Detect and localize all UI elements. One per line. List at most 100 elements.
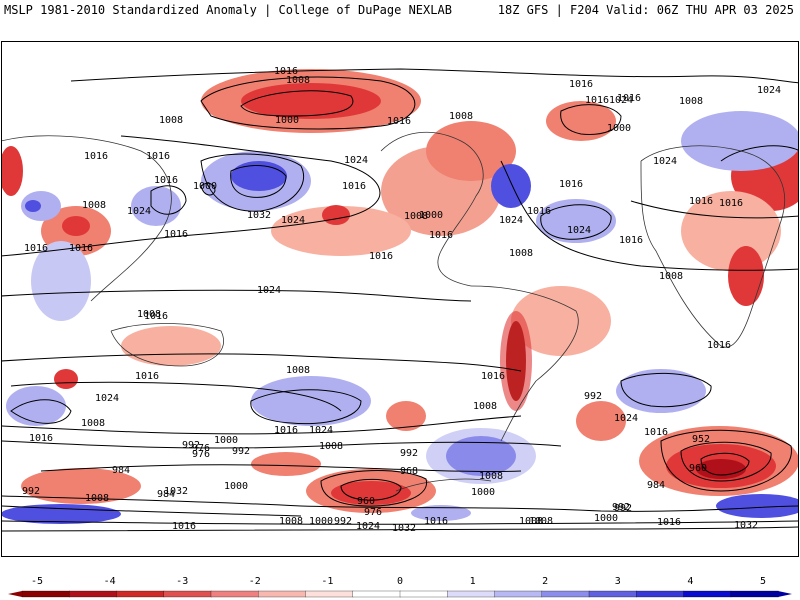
isobar-label: 992	[232, 446, 250, 457]
colorbar-tick-labels: -5 -4 -3 -2 -1 0 1 2 3 4 5	[31, 576, 766, 587]
isobar-label: 1016	[617, 93, 641, 104]
isobar-label: 1024	[757, 85, 781, 96]
isobar-label: 1016	[135, 371, 159, 382]
isobar-label: 1016	[84, 151, 108, 162]
isobar-label: 1016	[146, 151, 170, 162]
colorbar-tick: 0	[397, 576, 403, 587]
colorbar-tick: -1	[321, 576, 333, 587]
isobar-label: 952	[692, 434, 710, 445]
isobar-label: 1000	[594, 513, 618, 524]
isobar-label: 1016	[429, 230, 453, 241]
isobar-label: 1000	[607, 123, 631, 134]
isobar-label: 1024	[281, 215, 305, 226]
isobar-label: 1016	[164, 229, 188, 240]
colorbar-tick: 1	[470, 576, 476, 587]
anomaly-shading	[2, 69, 798, 524]
isobar-label: 1024	[309, 425, 333, 436]
neg-anomaly-south-america	[511, 286, 611, 356]
colorbar-swatch	[352, 590, 401, 598]
pos-anomaly-south-pacific-mid	[251, 376, 371, 426]
isobar-label: 960	[357, 496, 375, 507]
isobar-label: 1008	[529, 516, 553, 527]
isobar-label: 1000	[419, 210, 443, 221]
colorbar-swatch	[210, 590, 259, 598]
isobar-label: 1016	[69, 243, 93, 254]
colorbar-swatch	[116, 590, 165, 598]
isobar-label: 1032	[247, 210, 271, 221]
colorbar-tick: 2	[542, 576, 548, 587]
isobar-label: 1008	[81, 418, 105, 429]
colorbar-swatch	[541, 590, 590, 598]
colorbar-tick: 3	[615, 576, 621, 587]
isobar-label: 1000	[309, 516, 333, 527]
neg-anomaly-australia	[121, 326, 221, 366]
colorbar-swatch	[21, 590, 70, 598]
isobar-label: 1016	[657, 517, 681, 528]
isobar-label: 1024	[95, 393, 119, 404]
isobar-label: 1008	[679, 96, 703, 107]
south-america-coast	[470, 285, 579, 442]
isobar-label: 992	[584, 391, 602, 402]
isobar-label: 1016	[559, 179, 583, 190]
neg-anomaly-central-pacific	[271, 206, 411, 256]
colorbar-tick: -4	[104, 576, 116, 587]
isobar-label: 1008	[404, 211, 428, 222]
colorbar-tick: 4	[687, 576, 693, 587]
isobar-label: 1016	[274, 425, 298, 436]
isobar-label: 992	[22, 486, 40, 497]
isobar-label: 1016	[689, 196, 713, 207]
isobar-label: 1016	[481, 371, 505, 382]
asia-coast	[2, 135, 172, 302]
neg-anomaly-arabia	[681, 191, 781, 271]
colorbar-swatch	[588, 590, 637, 598]
isobar-label: 1008	[519, 516, 543, 527]
colorbar-right-arrow	[778, 591, 792, 597]
isobar-label: 976	[192, 443, 210, 454]
isobar-label: 976	[192, 449, 210, 460]
isobar-label: 976	[364, 507, 382, 518]
pos-anomaly-south-atlantic	[616, 369, 706, 413]
colorbar-tick: -3	[176, 576, 188, 587]
isobar-label: 1008	[659, 271, 683, 282]
isobar-label: 1016	[644, 427, 668, 438]
isobar-label: 1008	[137, 309, 161, 320]
isobar-label: 1016	[29, 433, 53, 444]
isobar-label: 992	[334, 516, 352, 527]
isobar-label: 1024	[609, 95, 633, 106]
isobar-label: 1000	[214, 435, 238, 446]
colorbar-swatch	[636, 590, 685, 598]
isobar-label: 1016	[619, 235, 643, 246]
isobar-label: 1008	[286, 365, 310, 376]
isobar-label: 1000	[193, 181, 217, 192]
antarctic-hint	[395, 478, 492, 492]
isobar-label: 1024	[344, 155, 368, 166]
isobar-label: 1008	[159, 115, 183, 126]
isobar-label: 1008	[279, 516, 303, 527]
isobar-label: 1000	[275, 115, 299, 126]
isobar-label: 1016	[172, 521, 196, 532]
colorbar-tick: 5	[760, 576, 766, 587]
anomaly-colorbar: -5 -4 -3 -2 -1 0 1 2 3 4 5	[8, 576, 792, 598]
isobar-label: 1016	[527, 206, 551, 217]
neg-anomaly-west-edge	[2, 146, 23, 196]
isobar-label: 1008	[85, 493, 109, 504]
isobar-label: 984	[112, 465, 130, 476]
isobar-label: 1024	[499, 215, 523, 226]
isobar-label: 1032	[392, 523, 416, 534]
colorbar-swatches	[8, 590, 792, 598]
isobar-label: 1008	[286, 75, 310, 86]
colorbar-swatch	[494, 590, 543, 598]
isobar-label: 984	[647, 480, 665, 491]
isobar-label: 968	[400, 466, 418, 477]
isobar-label: 1000	[471, 487, 495, 498]
isobar-label: 1008	[449, 111, 473, 122]
isobar-label: 1016	[144, 311, 168, 322]
map-title: MSLP 1981-2010 Standardized Anomaly | Co…	[4, 3, 452, 17]
isobar-label: 1008	[82, 200, 106, 211]
model-run-info: 18Z GFS | F204 Valid: 06Z THU APR 03 202…	[497, 3, 794, 17]
colorbar-swatch	[399, 590, 448, 598]
colorbar-swatch	[305, 590, 354, 598]
isobar-label: 1024	[614, 413, 638, 424]
isobar-label: 1016	[369, 251, 393, 262]
